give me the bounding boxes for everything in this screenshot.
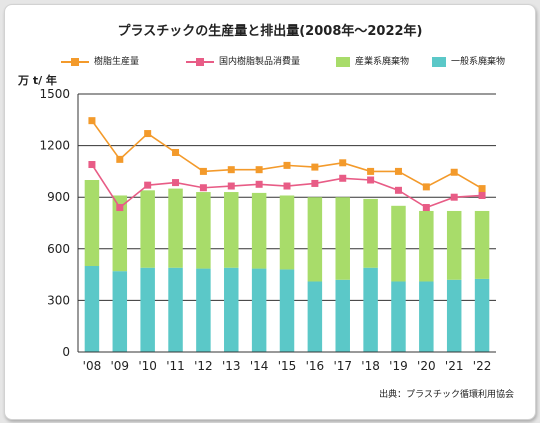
bar-general-waste	[474, 278, 490, 352]
y-axis-unit: 万 t/ 年	[18, 74, 57, 87]
bar-industrial-waste	[224, 192, 239, 268]
marker-domestic-consumption	[478, 191, 486, 199]
x-tick-label: '19	[389, 359, 408, 373]
x-tick-label: '15	[278, 359, 297, 373]
marker-domestic-consumption	[283, 182, 291, 190]
x-tick-label: '13	[222, 359, 241, 373]
y-tick-label: 600	[47, 242, 70, 256]
marker-resin-production	[88, 117, 96, 125]
legend-swatch-resin-production	[61, 57, 89, 66]
bar-industrial-waste	[84, 180, 100, 266]
bar-general-waste	[251, 268, 267, 352]
marker-domestic-consumption	[144, 181, 152, 189]
x-tick-label: '14	[250, 359, 269, 373]
x-tick-label: '17	[333, 359, 352, 373]
marker-domestic-consumption	[367, 176, 375, 184]
marker-resin-production	[283, 161, 291, 169]
x-tick-label: '08	[83, 359, 102, 373]
bar-industrial-waste	[335, 197, 350, 280]
marker-domestic-consumption	[394, 186, 402, 194]
chart-title: プラスチックの生産量と排出量(2008年〜2022年)	[117, 24, 423, 39]
bar-general-waste	[196, 268, 211, 352]
bar-general-waste	[279, 269, 295, 352]
marker-domestic-consumption	[311, 179, 319, 187]
bar-general-waste	[112, 271, 128, 352]
legend: 樹脂生産量 国内樹脂製品消費量 産業系廃棄物 一般系廃棄物	[0, 54, 540, 72]
marker-resin-production	[311, 163, 319, 171]
marker-resin-production	[172, 148, 180, 156]
bar-general-waste	[363, 267, 378, 352]
bar-general-waste	[419, 281, 434, 352]
legend-item-domestic-consumption: 国内樹脂製品消費量	[186, 54, 300, 67]
legend-label-resin-production: 樹脂生産量	[94, 57, 140, 67]
bar-general-waste	[84, 266, 100, 352]
legend-swatch-domestic-consumption	[186, 57, 214, 66]
marker-domestic-consumption	[88, 161, 96, 169]
bar-industrial-waste	[391, 205, 406, 282]
legend-item-resin-production: 樹脂生産量	[61, 54, 139, 67]
marker-domestic-consumption	[255, 180, 263, 188]
x-tick-label: '12	[194, 359, 213, 373]
marker-domestic-consumption	[422, 204, 430, 212]
legend-swatch-industrial-waste	[336, 56, 350, 67]
x-tick-label: '20	[417, 359, 436, 373]
y-tick-label: 1500	[39, 87, 70, 101]
marker-resin-production	[144, 130, 152, 138]
y-tick-label: 300	[47, 293, 70, 307]
bar-general-waste	[446, 279, 462, 352]
y-tick-label: 1200	[39, 139, 70, 153]
bar-industrial-waste	[363, 198, 378, 268]
bar-industrial-waste	[140, 190, 155, 268]
bar-industrial-waste	[279, 195, 295, 270]
x-tick-label: '16	[306, 359, 325, 373]
bar-general-waste	[391, 281, 406, 352]
x-tick-label: '18	[361, 359, 380, 373]
bar-industrial-waste	[168, 188, 183, 268]
marker-resin-production	[367, 167, 375, 175]
bar-general-waste	[335, 279, 350, 352]
bar-general-waste	[307, 281, 323, 352]
marker-resin-production	[394, 167, 402, 175]
marker-domestic-consumption	[227, 182, 235, 190]
bar-industrial-waste	[112, 195, 128, 272]
bar-general-waste	[224, 267, 239, 352]
marker-resin-production	[255, 166, 263, 174]
bar-industrial-waste	[474, 210, 490, 279]
marker-resin-production	[339, 159, 347, 167]
marker-domestic-consumption	[116, 204, 124, 212]
legend-label-industrial-waste: 産業系廃棄物	[355, 57, 410, 67]
legend-item-industrial-waste: 産業系廃棄物	[336, 54, 409, 67]
marker-resin-production	[422, 183, 430, 191]
bar-industrial-waste	[251, 192, 267, 269]
legend-label-domestic-consumption: 国内樹脂製品消費量	[219, 57, 301, 67]
marker-domestic-consumption	[450, 193, 458, 201]
bar-industrial-waste	[307, 197, 323, 282]
x-tick-label: '10	[138, 359, 157, 373]
marker-resin-production	[116, 155, 124, 163]
y-tick-label: 0	[62, 345, 70, 359]
legend-swatch-general-waste	[432, 56, 446, 67]
bar-general-waste	[140, 267, 155, 352]
bar-industrial-waste	[196, 192, 211, 269]
marker-resin-production	[227, 166, 235, 174]
legend-label-general-waste: 一般系廃棄物	[451, 57, 506, 67]
marker-domestic-consumption	[339, 174, 347, 182]
x-tick-label: '11	[166, 359, 185, 373]
bar-industrial-waste	[446, 210, 462, 280]
marker-domestic-consumption	[172, 179, 180, 187]
marker-resin-production	[199, 167, 207, 175]
legend-item-general-waste: 一般系廃棄物	[432, 54, 505, 67]
x-tick-label: '21	[445, 359, 464, 373]
marker-domestic-consumption	[199, 184, 207, 192]
x-tick-label: '09	[111, 359, 130, 373]
marker-resin-production	[450, 168, 458, 176]
source-note: 出典：プラスチック循環利用協会	[379, 390, 514, 400]
bar-industrial-waste	[419, 210, 434, 282]
y-tick-label: 900	[47, 190, 70, 204]
x-tick-label: '22	[473, 359, 492, 373]
marker-resin-production	[478, 185, 486, 193]
bar-general-waste	[168, 267, 183, 352]
